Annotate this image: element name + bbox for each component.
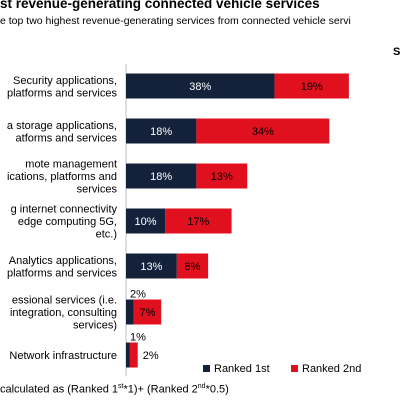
data-label: 7% — [140, 307, 156, 319]
legend-label: Ranked 1st — [214, 363, 270, 375]
footnote: calculated as (Ranked 1st*1)+ (Ranked 2n… — [0, 383, 229, 396]
category-label: g internet connectivity edge computing 5G… — [11, 204, 118, 241]
data-label: 1% — [130, 332, 146, 344]
data-label: 2% — [130, 289, 146, 301]
category-label-line: a storage applications, — [7, 120, 117, 132]
data-label: 34% — [252, 126, 274, 138]
legend-label: Ranked 2nd — [302, 363, 361, 375]
bar-ranked-1st — [126, 163, 197, 189]
data-label: 19% — [301, 81, 323, 93]
bar-ranked-1st — [126, 208, 166, 234]
bar-ranked-2nd — [274, 73, 349, 99]
data-label: 13% — [211, 171, 233, 183]
data-label: 18% — [150, 126, 172, 138]
category-label: a storage applications, atforms and servi… — [7, 120, 118, 145]
footnote-middle: *1)+ (Ranked 2 — [123, 383, 198, 396]
category-label: mote management ications, platforms and se… — [7, 159, 118, 196]
bar-ranked-2nd — [176, 253, 209, 279]
data-label: 2% — [143, 350, 159, 362]
bar-ranked-2nd — [196, 163, 248, 189]
category-label: essional services (i.e. integration, cons… — [10, 295, 117, 332]
data-label: 8% — [185, 261, 201, 273]
category-label-line: atforms and services — [16, 132, 118, 144]
category-label: Network infrastructure — [9, 350, 117, 362]
footnote-suffix: *0.5) — [205, 383, 229, 396]
category-label-line: Analytics applications, — [9, 255, 117, 267]
data-label: 13% — [140, 261, 162, 273]
bar-ranked-1st — [126, 118, 197, 144]
bar-ranked-2nd — [165, 208, 232, 234]
data-label: 38% — [189, 81, 211, 93]
category-label-line: edge computing 5G, — [18, 216, 117, 228]
corner-label: S — [393, 46, 400, 58]
footnote-sup-2: nd — [197, 383, 206, 390]
bar-ranked-2nd — [133, 299, 162, 325]
category-label-line: mote management — [25, 159, 117, 171]
category-label-line: services — [77, 184, 118, 196]
category-label-line: Network infrastructure — [9, 350, 117, 362]
data-label: 18% — [150, 171, 172, 183]
category-label: Security applications, platforms and serv… — [7, 75, 118, 100]
category-label-line: platforms and services — [7, 267, 118, 279]
bar-ranked-1st — [126, 299, 134, 325]
data-label: 10% — [135, 216, 157, 228]
legend-swatch-ranked-1st — [203, 365, 210, 372]
chart-title: st revenue-generating connected vehicle … — [0, 0, 320, 11]
footnote-sup-1: st — [118, 383, 124, 390]
category-label-line: services) — [73, 320, 117, 332]
bar-ranked-1st — [126, 253, 177, 279]
category-label-line: etc.) — [96, 229, 117, 241]
category-label: Analytics applications, platforms and ser… — [7, 255, 118, 280]
data-label: 17% — [187, 216, 209, 228]
category-label-line: platforms and services — [7, 87, 118, 99]
category-label-line: Security applications, — [13, 75, 117, 87]
category-label-line: ications, platforms and — [7, 171, 117, 183]
category-label-line: integration, consulting — [10, 307, 117, 319]
category-label-line: g internet connectivity — [11, 204, 118, 216]
bar-ranked-2nd — [196, 118, 330, 144]
chart-subtitle: e top two highest revenue-generating ser… — [0, 15, 351, 27]
bar-ranked-1st — [126, 73, 275, 99]
legend-swatch-ranked-2nd — [291, 365, 298, 372]
footnote-prefix: calculated as (Ranked 1 — [0, 383, 119, 396]
bar-ranked-1st — [126, 342, 130, 368]
category-label-line: essional services (i.e. — [12, 295, 117, 307]
bar-ranked-2nd — [129, 342, 138, 368]
